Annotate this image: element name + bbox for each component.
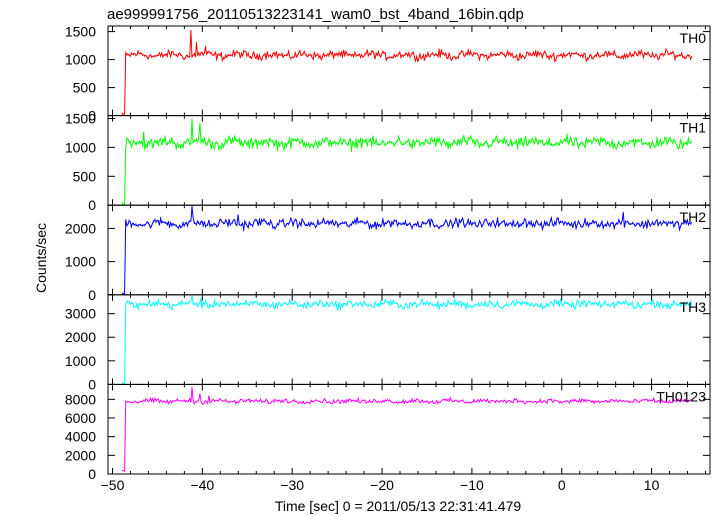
y-tick-label: 1000 — [65, 353, 96, 369]
y-tick-label: 8000 — [65, 391, 96, 407]
x-axis: −50 −40 −30 −20 −10 0 10 — [101, 477, 660, 493]
panel-label-th2: TH2 — [680, 209, 707, 225]
panel-th2: 0 1000 2000 TH2 — [65, 204, 711, 303]
chart-title: ae999991756_20110513223141_wam0_bst_4ban… — [107, 6, 524, 23]
y-tick-label: 2000 — [65, 447, 96, 463]
y-tick-label: 500 — [73, 80, 97, 96]
error-bars-th3 — [122, 295, 692, 385]
panels-group: 0 500 1000 1500 TH0 0 500 1000 1500 TH1 0 1000 2000 T… — [65, 24, 711, 482]
error-bars-th0123 — [122, 386, 692, 472]
y-tick-label: 0 — [88, 108, 96, 124]
panel-th1: 0 500 1000 1500 TH1 — [65, 110, 711, 213]
x-tick-label: −20 — [370, 477, 394, 493]
series-line-th2 — [122, 206, 693, 295]
y-tick-label: 500 — [73, 168, 97, 184]
x-tick-label: 10 — [644, 477, 660, 493]
x-tick-label: −40 — [190, 477, 214, 493]
panel-label-th0123: TH0123 — [656, 388, 706, 404]
series-line-th0 — [122, 29, 693, 115]
y-tick-label: 3000 — [65, 306, 96, 322]
x-axis-label: Time [sec] 0 = 2011/05/13 22:31:41.479 — [275, 498, 522, 514]
panel-label-th0: TH0 — [680, 30, 707, 46]
y-tick-label: 2000 — [65, 329, 96, 345]
y-tick-label: 0 — [88, 376, 96, 392]
error-bars-th1 — [122, 118, 692, 206]
panel-th3: 0 1000 2000 3000 TH3 — [65, 294, 711, 392]
panel-label-th1: TH1 — [680, 120, 707, 136]
y-tick-label: 1000 — [65, 52, 96, 68]
x-tick-label: −50 — [101, 477, 125, 493]
error-bars-th0 — [122, 41, 692, 115]
error-bars-th2 — [122, 206, 692, 295]
series-line-th0123 — [122, 387, 693, 472]
panel-frame — [107, 204, 711, 296]
y-tick-label: 0 — [88, 197, 96, 213]
panel-label-th3: TH3 — [680, 299, 707, 315]
panel-frame — [107, 115, 711, 206]
panel-frame — [107, 25, 711, 117]
x-tick-label: 0 — [558, 477, 566, 493]
y-tick-label: 4000 — [65, 429, 96, 445]
y-tick-label: 6000 — [65, 410, 96, 426]
y-tick-label: 1000 — [65, 139, 96, 155]
panel-frame — [107, 383, 711, 475]
panel-th0123: 0 2000 4000 6000 8000 TH0123 — [65, 383, 711, 482]
y-tick-label: 0 — [88, 466, 96, 482]
series-line-th3 — [122, 295, 693, 385]
x-tick-label: −30 — [280, 477, 304, 493]
y-tick-label: 0 — [88, 287, 96, 303]
x-tick-label: −10 — [460, 477, 484, 493]
panel-th0: 0 500 1000 1500 TH0 — [65, 24, 711, 124]
y-tick-label: 1500 — [65, 110, 96, 126]
y-tick-label: 2000 — [65, 220, 96, 236]
y-tick-label: 1000 — [65, 254, 96, 270]
series-line-th1 — [122, 119, 693, 205]
y-tick-label: 1500 — [65, 24, 96, 40]
y-axis-label: Counts/sec — [33, 223, 49, 293]
